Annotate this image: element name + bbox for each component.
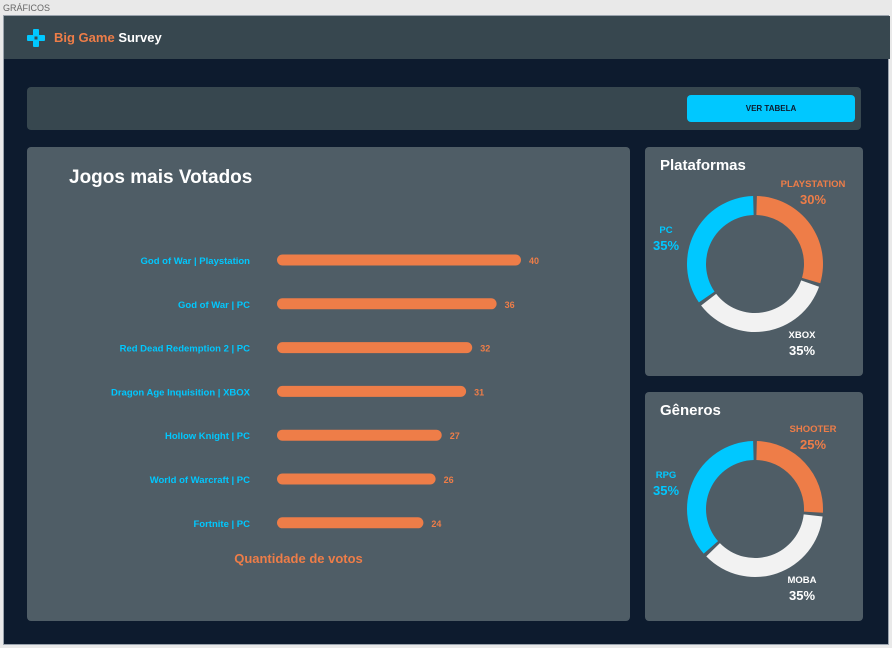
genres-title: Gêneros xyxy=(660,402,721,419)
donut-percent-label: 30% xyxy=(800,192,826,207)
bar-value-label: 32 xyxy=(480,344,490,354)
donut-category-label: XBOX xyxy=(789,330,817,341)
donut-slice xyxy=(756,196,823,284)
bar-category-label: Hollow Knight | PC xyxy=(165,431,250,442)
brand-title-part2: Survey xyxy=(118,30,162,45)
bar-value-label: 27 xyxy=(450,431,460,441)
donut-percent-label: 35% xyxy=(653,238,679,253)
brand-title: Big Game Survey xyxy=(54,30,162,45)
bar xyxy=(277,342,473,354)
bar xyxy=(277,254,521,266)
bar-category-label: Dragon Age Inquisition | XBOX xyxy=(111,387,251,398)
platforms-title: Plataformas xyxy=(660,157,746,174)
donut-slice xyxy=(687,441,754,554)
bar-value-label: 36 xyxy=(505,300,515,310)
top-games-bar-chart: God of War | Playstation 40 God of War | P… xyxy=(111,254,539,530)
platforms-donut-chart: PLAYSTATION 30% XBOX 35% PC 35% xyxy=(653,179,846,358)
bar-value-label: 26 xyxy=(444,475,454,485)
donut-percent-label: 35% xyxy=(789,343,815,358)
donut-category-label: RPG xyxy=(656,470,677,481)
donut-slice xyxy=(687,196,754,303)
gamepad-icon xyxy=(27,29,45,47)
top-bar: Big Game Survey xyxy=(4,16,890,59)
bar-value-label: 24 xyxy=(431,519,441,529)
platforms-panel: Plataformas PLAYSTATION 30% XBOX 35% PC 35% xyxy=(645,147,863,376)
dashboard-frame: Big Game Survey VER TABELA Jogos mais Vo… xyxy=(3,15,890,645)
donut-category-label: MOBA xyxy=(787,575,816,586)
donut-category-label: PLAYSTATION xyxy=(781,179,846,190)
bar-category-label: God of War | PC xyxy=(178,300,250,311)
bar-category-label: Red Dead Redemption 2 | PC xyxy=(120,344,251,355)
bar-chart-x-axis-label: Quantidade de votos xyxy=(234,551,363,566)
sheet-label: GRÁFICOS xyxy=(3,3,51,13)
donut-percent-label: 35% xyxy=(789,588,815,603)
bar-category-label: World of Warcraft | PC xyxy=(150,475,250,486)
donut-slice xyxy=(706,514,823,577)
brand-title-part1: Big Game xyxy=(54,30,115,45)
view-table-button[interactable]: VER TABELA xyxy=(687,95,855,122)
bar xyxy=(277,517,424,529)
donut-percent-label: 25% xyxy=(800,437,826,452)
top-games-title: Jogos mais Votados xyxy=(69,167,253,188)
bar-category-label: God of War | Playstation xyxy=(141,256,251,267)
bar-category-label: Fortnite | PC xyxy=(194,519,251,530)
top-games-panel: Jogos mais Votados God of War | Playstat… xyxy=(27,147,630,621)
bar-value-label: 31 xyxy=(474,387,484,397)
bar xyxy=(277,385,467,397)
bar xyxy=(277,473,436,485)
bar-value-label: 40 xyxy=(529,256,539,266)
bar xyxy=(277,298,497,310)
donut-slice xyxy=(756,441,823,513)
donut-slice xyxy=(701,280,820,332)
donut-category-label: SHOOTER xyxy=(790,424,837,435)
donut-category-label: PC xyxy=(659,225,672,236)
toolbar: VER TABELA xyxy=(27,87,861,130)
bar xyxy=(277,429,442,441)
genres-donut-chart: SHOOTER 25% MOBA 35% RPG 35% xyxy=(653,424,837,603)
genres-panel: Gêneros SHOOTER 25% MOBA 35% RPG 35% xyxy=(645,392,863,621)
donut-percent-label: 35% xyxy=(653,483,679,498)
